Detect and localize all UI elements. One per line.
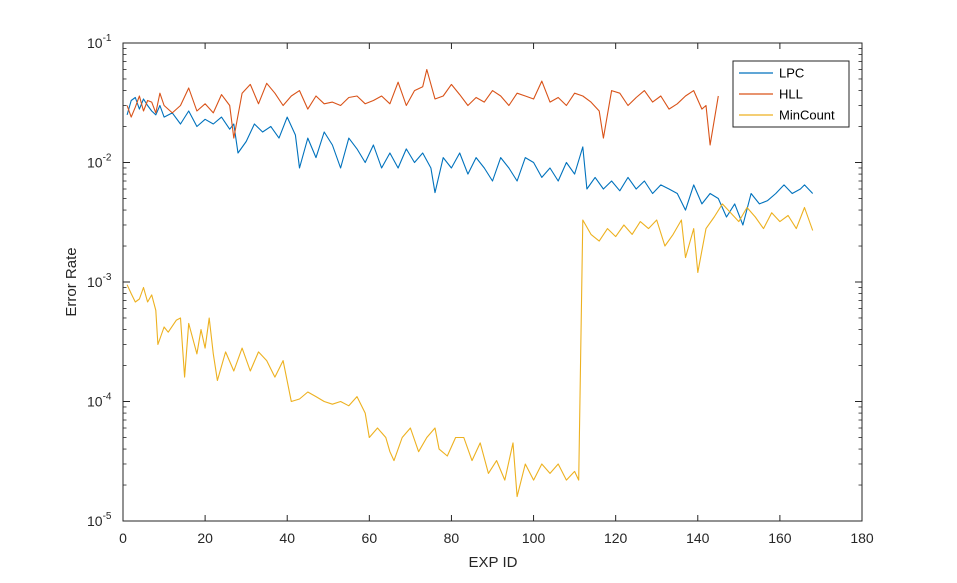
y-tick-label: 10-2 [87,153,112,171]
x-tick-label: 140 [686,530,710,546]
legend: LPC HLL MinCount [732,60,850,128]
x-tick-label: 180 [850,530,874,546]
legend-label: HLL [779,87,803,102]
x-tick-label: 160 [768,530,792,546]
x-tick-label: 100 [522,530,546,546]
series-line-hll [126,68,719,146]
series-line-lpc [126,96,814,226]
x-tick-label: 60 [362,530,378,546]
x-tick-label: 80 [444,530,460,546]
legend-label: MinCount [779,108,835,123]
x-tick-label: 40 [279,530,295,546]
y-tick-label: 10-1 [87,33,112,51]
series-layer [126,68,814,498]
y-axis-ticks: 10-5 10-4 10-3 10-2 10-1 [87,33,862,529]
y-tick-label: 10-3 [87,272,112,290]
y-axis-label: Error Rate [63,247,80,316]
x-tick-label: 0 [119,530,127,546]
x-axis-label: EXP ID [469,554,518,571]
x-tick-label: 20 [197,530,213,546]
legend-label: LPC [779,66,804,81]
x-axis-ticks: 0 20 40 60 80 100 120 140 160 180 [119,43,874,546]
y-tick-label: 10-4 [87,392,112,410]
series-line-mincount [126,203,814,498]
x-tick-label: 120 [604,530,628,546]
y-tick-label: 10-5 [87,511,112,529]
